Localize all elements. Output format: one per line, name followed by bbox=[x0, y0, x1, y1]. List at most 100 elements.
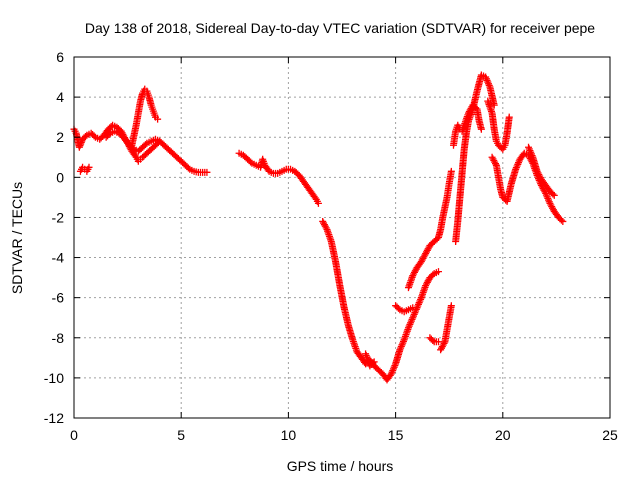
data-point bbox=[404, 324, 412, 332]
data-point bbox=[85, 163, 93, 171]
data-point bbox=[543, 193, 551, 201]
series-arc-7 bbox=[362, 350, 378, 370]
series-arc-6 bbox=[319, 217, 442, 384]
data-point bbox=[542, 191, 550, 199]
data-point bbox=[512, 165, 520, 173]
data-point bbox=[417, 295, 425, 303]
data-point bbox=[482, 73, 490, 81]
x-tick-label: 25 bbox=[602, 427, 618, 443]
data-point bbox=[407, 319, 415, 327]
data-point bbox=[405, 322, 413, 330]
data-point bbox=[184, 164, 192, 172]
data-point bbox=[526, 147, 534, 155]
data-point bbox=[397, 342, 405, 350]
data-point bbox=[429, 271, 437, 279]
y-tick-label: 2 bbox=[56, 129, 64, 145]
data-point bbox=[447, 302, 455, 310]
data-point bbox=[528, 152, 536, 160]
data-point bbox=[322, 224, 330, 232]
data-point bbox=[559, 217, 567, 225]
data-point bbox=[484, 78, 492, 86]
data-point bbox=[527, 148, 535, 156]
data-point bbox=[387, 370, 395, 378]
data-point bbox=[514, 160, 522, 168]
data-point bbox=[399, 339, 407, 347]
data-point bbox=[203, 168, 211, 176]
y-tick-label: -10 bbox=[44, 370, 64, 386]
data-point bbox=[105, 131, 113, 139]
data-point bbox=[485, 80, 493, 88]
data-point bbox=[485, 81, 493, 89]
data-point bbox=[411, 309, 419, 317]
data-point bbox=[154, 115, 162, 123]
data-point bbox=[408, 315, 416, 323]
x-axis-label: GPS time / hours bbox=[287, 458, 394, 474]
axis-ticks: 0 5 10 15 20 25 -12 -10 -8 -6 -4 -2 0 2 4 6 bbox=[44, 49, 618, 443]
series-arc-1 bbox=[70, 121, 211, 176]
data-point bbox=[416, 297, 424, 305]
data-point bbox=[515, 159, 523, 167]
data-point bbox=[388, 368, 396, 376]
data-point bbox=[247, 158, 255, 166]
data-point bbox=[492, 160, 500, 168]
x-tick-label: 0 bbox=[70, 427, 78, 443]
data-point bbox=[90, 132, 98, 140]
data-point bbox=[545, 196, 553, 204]
data-point bbox=[505, 113, 513, 121]
data-point bbox=[440, 339, 448, 347]
data-point bbox=[527, 150, 535, 158]
y-tick-label: -4 bbox=[52, 250, 65, 266]
data-point bbox=[406, 320, 414, 328]
plot-frame bbox=[73, 56, 611, 419]
data-point bbox=[409, 312, 417, 320]
data-point bbox=[409, 304, 417, 312]
data-point bbox=[429, 336, 437, 344]
data-point bbox=[557, 216, 565, 224]
data-point bbox=[414, 300, 422, 308]
data-point bbox=[477, 125, 485, 133]
y-tick-label: -12 bbox=[44, 410, 64, 426]
data-point bbox=[131, 152, 139, 160]
data-point bbox=[415, 299, 423, 307]
series-arc-14 bbox=[484, 97, 513, 153]
data-point bbox=[391, 362, 399, 370]
series-arc-16 bbox=[525, 143, 558, 199]
x-tick-label: 10 bbox=[281, 427, 297, 443]
data-point bbox=[311, 194, 319, 202]
series-arc-10 bbox=[426, 334, 442, 346]
y-tick-label: -6 bbox=[52, 290, 65, 306]
data-point bbox=[156, 137, 164, 145]
data-point bbox=[409, 314, 417, 322]
y-tick-label: 0 bbox=[56, 169, 64, 185]
series-arc-2 bbox=[76, 163, 93, 175]
data-point bbox=[482, 75, 490, 83]
series-arc-11 bbox=[437, 302, 455, 354]
data-point bbox=[483, 76, 491, 84]
y-axis-label: SDTVAR / TECUs bbox=[9, 182, 25, 294]
x-tick-label: 5 bbox=[177, 427, 185, 443]
data-point bbox=[414, 302, 422, 310]
series-arc-9 bbox=[404, 167, 455, 292]
series-arc-5 bbox=[235, 149, 322, 207]
y-tick-label: -8 bbox=[52, 330, 65, 346]
data-point bbox=[410, 310, 418, 318]
data-point bbox=[549, 190, 557, 198]
series-arc-4 bbox=[128, 85, 162, 149]
data-point bbox=[390, 363, 398, 371]
y-tick-label: -2 bbox=[52, 209, 65, 225]
data-point bbox=[396, 346, 404, 354]
data-point bbox=[370, 358, 378, 366]
series-arc-8 bbox=[392, 302, 417, 316]
data-point bbox=[447, 167, 455, 175]
data-point bbox=[389, 365, 397, 373]
data-point bbox=[434, 268, 442, 276]
data-point bbox=[398, 341, 406, 349]
data-point bbox=[525, 143, 533, 151]
data-point bbox=[81, 133, 89, 141]
data-point bbox=[412, 305, 420, 313]
data-point bbox=[513, 162, 521, 170]
data-point bbox=[434, 338, 442, 346]
data-point bbox=[407, 317, 415, 325]
